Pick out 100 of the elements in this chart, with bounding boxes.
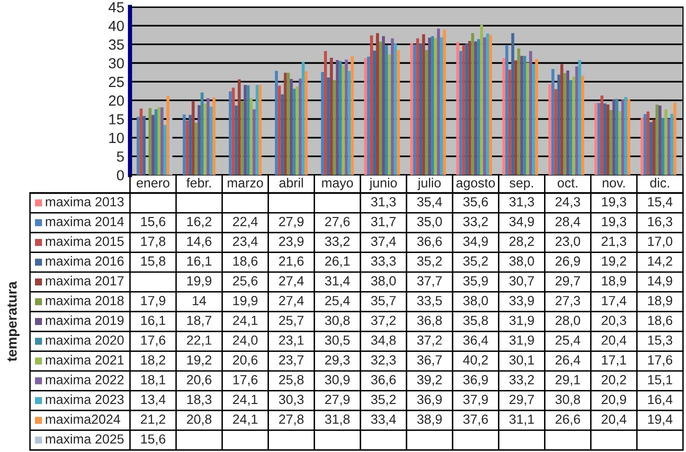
bar [581,76,584,175]
bar [609,110,612,175]
bar [274,70,278,175]
legend-label: maxima 2025 [46,434,124,444]
bar [442,30,446,175]
bar [344,60,348,175]
bar [336,60,339,175]
text: temperatura [8,281,20,362]
data-label: 15,6 [141,434,166,446]
bar [160,107,164,175]
y-tick-label: 5 [116,152,124,162]
bar [483,37,486,175]
bar [192,100,195,175]
data-label: 14 [192,296,206,306]
bar [256,85,259,175]
data-label: 34,9 [463,236,488,248]
data-label: 35,7 [371,296,396,307]
bar [234,106,238,175]
bar [194,122,198,175]
bar [557,74,560,175]
y-tick-label: 35 [108,39,124,50]
bar [489,34,492,175]
data-label: 34,8 [371,335,396,346]
data-label: 16,1 [141,316,166,327]
bar [523,56,526,175]
bar [154,109,158,175]
data-label: 35,2 [371,394,396,406]
bar [206,98,210,175]
data-label: 15,1 [648,375,672,386]
data-label: 27,9 [325,394,350,406]
data-label: 31,1 [509,414,534,426]
x-tick-label: dic. [650,178,670,188]
bar [244,85,247,175]
x-tick-label: agosto [456,178,495,190]
data-label: 31,3 [371,197,396,208]
data-label: 15,3 [648,335,672,346]
bar [627,98,630,175]
data-label: 33,2 [325,236,350,248]
data-label: 24,1 [233,316,258,327]
bar [529,51,532,175]
bar [338,61,342,175]
data-label: 15,8 [141,256,166,268]
bar [471,33,474,175]
bar [378,42,382,175]
data-label: 19,3 [602,197,626,208]
legend-label: maxima 2019 [46,315,124,326]
y-tick-label: 45 [108,2,124,12]
legend-label: maxima 2013 [46,196,124,206]
bar [290,79,293,175]
bar [569,80,572,175]
data-label: 25,4 [556,335,580,346]
data-label: 31,4 [325,276,350,288]
data-label: 19,3 [602,216,626,228]
bar [517,48,520,175]
x-tick-label: abril [279,178,303,188]
bar [284,72,287,175]
data-label: 29,1 [556,375,580,386]
data-label: 37,7 [417,276,442,288]
legend-label: maxima 2016 [46,256,124,266]
bar [182,114,186,175]
data-label: 18,9 [648,296,672,307]
data-label: 21,2 [140,414,166,426]
data-label: 29,7 [510,394,534,406]
bar [166,96,170,175]
data-label: 30,8 [325,316,350,327]
data-label: 26,6 [556,414,580,426]
data-label: 24,1 [233,414,258,426]
data-label: 31,8 [325,414,350,426]
bar [477,39,480,175]
data-label: 15,6 [141,216,166,228]
bar [252,109,256,175]
bar [169,116,172,175]
bar [286,72,290,175]
data-label: 28,0 [556,316,580,327]
data-label: 24,0 [233,335,258,346]
x-tick-label: junio [369,178,397,190]
bar [650,122,653,175]
bar [640,118,644,175]
bar [342,66,345,175]
x-tick-label: julio [417,178,441,190]
data-label: 15,4 [648,197,672,208]
bar [535,58,538,175]
data-label: 30,9 [325,375,350,386]
data-label: 30,7 [509,276,534,288]
data-label: 16,3 [648,216,672,228]
data-label: 23,9 [279,236,304,248]
data-label: 17,6 [141,335,166,346]
bar [200,92,204,175]
bar [532,64,536,175]
data-label: 18,6 [648,316,672,327]
bar [615,98,618,175]
data-label: 33,3 [371,256,396,268]
data-label: 30,1 [509,355,534,366]
bar [422,34,426,175]
data-label: 29,7 [556,276,580,288]
data-label: 17,6 [233,375,258,386]
data-label: 37,6 [463,414,488,426]
bar [332,80,336,175]
legend-label: maxima 2015 [46,236,124,246]
y-tick-label: 40 [108,20,124,32]
